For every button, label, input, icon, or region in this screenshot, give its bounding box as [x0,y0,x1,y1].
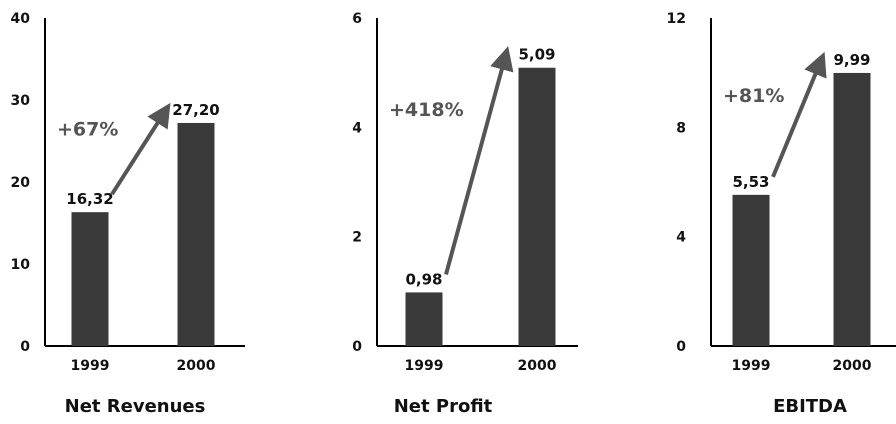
value-label: 5,53 [732,173,769,191]
category-label: 1999 [732,358,771,374]
chart-panel-3: 0 4 8 12 5,53 1999 9,99 2000 +81% EBITDA [667,11,896,417]
bar [732,194,770,346]
y-tick-label: 0 [676,339,686,355]
chart-panel-2: 0 2 4 6 0,98 1999 5,09 2000 +418% Net Profit [352,11,578,417]
bar [405,292,443,346]
category-label: 1999 [71,358,110,374]
y-tick-label: 4 [676,230,686,246]
bar [71,212,109,346]
y-tick-label: 0 [20,339,30,355]
value-label: 9,99 [833,51,870,69]
y-tick-label: 0 [352,339,362,355]
category-label: 2000 [833,358,872,374]
chart-title: Net Revenues [65,396,206,417]
category-label: 2000 [177,358,216,374]
bar [177,122,215,347]
value-label: 16,32 [66,190,113,208]
growth-label: +67% [57,119,118,141]
category-label: 1999 [405,358,444,374]
bar [518,67,556,346]
y-tick-label: 4 [352,120,362,136]
growth-arrow [444,46,514,275]
chart-title: Net Profit [394,396,493,417]
y-tick-label: 40 [11,11,31,27]
y-tick-label: 30 [11,93,31,109]
bar [833,72,871,346]
chart-title: EBITDA [773,396,847,417]
growth-arrow [110,102,171,196]
category-label: 2000 [518,358,557,374]
y-tick-label: 12 [667,11,686,27]
y-tick-label: 10 [11,257,31,273]
y-tick-label: 6 [352,11,362,27]
y-tick-label: 8 [676,120,686,136]
value-label: 27,20 [172,101,219,119]
y-tick-label: 2 [352,230,362,246]
value-label: 0,98 [405,270,442,288]
growth-arrow [771,51,827,178]
growth-label: +81% [723,85,784,107]
y-tick-label: 20 [11,175,31,191]
value-label: 5,09 [518,46,555,64]
chart-panel-1: 0 10 20 30 40 16,32 1999 27,20 2000 +67% Net Reven… [11,11,245,417]
growth-label: +418% [389,99,464,121]
